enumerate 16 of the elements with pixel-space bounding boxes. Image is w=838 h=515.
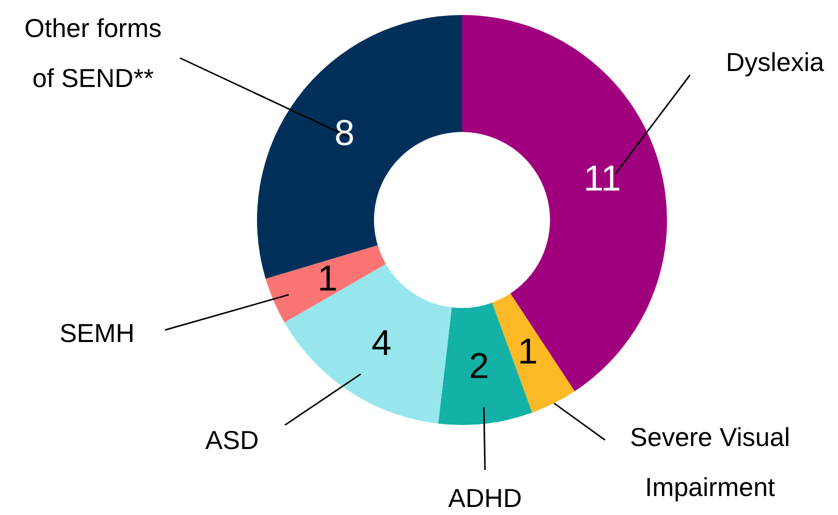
slice-label: Severe Visual Impairment: [630, 422, 790, 502]
slice-label: ASD: [205, 425, 259, 455]
data-label: 4: [371, 322, 392, 363]
donut-slice: [284, 264, 452, 424]
slice-label: SEMH: [59, 318, 135, 348]
donut-slice: [266, 245, 386, 322]
slice-label: Dyslexia: [726, 47, 825, 77]
donut-slice: [492, 294, 575, 413]
data-label: 1: [518, 330, 538, 372]
data-label: 1: [317, 258, 338, 299]
slice-label: Other forms of SEND**: [24, 13, 162, 93]
data-label: 2: [468, 345, 490, 386]
data-label: 11: [584, 157, 622, 198]
donut-slice: [462, 15, 667, 392]
data-label: 8: [334, 112, 355, 154]
slice-label: ADHD: [448, 483, 522, 513]
